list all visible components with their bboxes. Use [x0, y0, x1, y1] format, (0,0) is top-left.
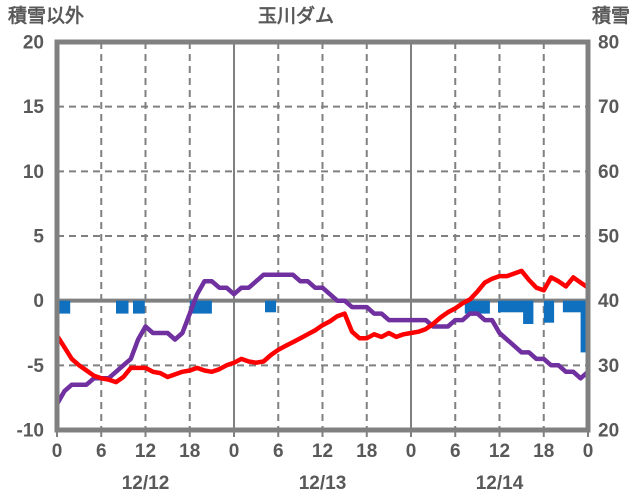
svg-text:20: 20 — [23, 33, 44, 54]
svg-text:60: 60 — [598, 162, 619, 183]
chart-title: 玉川ダム — [257, 6, 334, 27]
svg-text:12: 12 — [135, 441, 156, 462]
blue-bars — [57, 300, 588, 353]
svg-text:80: 80 — [598, 33, 619, 54]
svg-text:12/12: 12/12 — [122, 473, 170, 494]
svg-text:70: 70 — [598, 97, 619, 118]
svg-text:0: 0 — [406, 441, 417, 462]
svg-text:6: 6 — [96, 441, 107, 462]
svg-text:-5: -5 — [27, 356, 44, 377]
x-axis-ticks — [56, 430, 589, 437]
svg-text:12: 12 — [489, 441, 510, 462]
left-axis-tick-labels: 20 15 10 5 0 -5 -10 — [17, 33, 45, 442]
x-axis-day-labels: 12/12 12/13 12/14 — [122, 473, 524, 494]
svg-text:18: 18 — [356, 441, 377, 462]
svg-text:-10: -10 — [17, 421, 44, 442]
svg-text:18: 18 — [533, 441, 554, 462]
svg-text:0: 0 — [52, 441, 63, 462]
vertical-gridlines — [100, 42, 545, 430]
svg-text:40: 40 — [598, 291, 619, 312]
purple-line — [54, 272, 591, 407]
red-line — [54, 268, 591, 385]
svg-text:20: 20 — [598, 421, 619, 442]
svg-text:15: 15 — [23, 97, 45, 118]
svg-text:12: 12 — [312, 441, 333, 462]
svg-text:12/14: 12/14 — [476, 473, 524, 494]
right-axis-title: 積雪 — [591, 6, 630, 27]
svg-text:30: 30 — [598, 356, 619, 377]
svg-text:6: 6 — [450, 441, 461, 462]
svg-text:6: 6 — [273, 441, 284, 462]
x-axis-hour-labels: 0 6 12 18 0 6 12 18 0 6 12 18 0 — [52, 441, 594, 462]
svg-text:18: 18 — [179, 441, 200, 462]
left-axis-title: 積雪以外 — [8, 6, 85, 27]
svg-text:0: 0 — [583, 441, 594, 462]
svg-text:0: 0 — [33, 291, 44, 312]
right-axis-tick-labels: 80 70 60 50 40 30 20 — [598, 33, 619, 442]
svg-text:50: 50 — [598, 227, 619, 248]
svg-text:12/13: 12/13 — [299, 473, 347, 494]
svg-text:10: 10 — [23, 162, 44, 183]
svg-text:5: 5 — [33, 227, 44, 248]
svg-text:0: 0 — [229, 441, 240, 462]
